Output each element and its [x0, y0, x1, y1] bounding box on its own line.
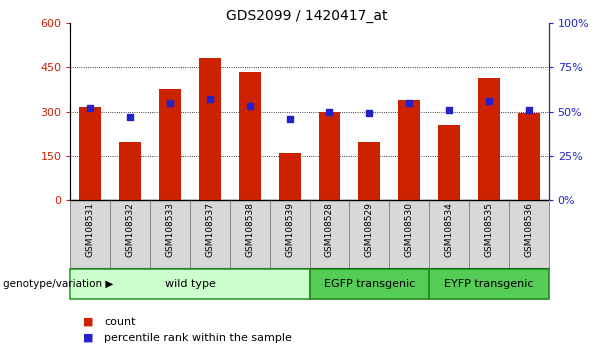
Text: GSM108534: GSM108534 — [444, 202, 454, 257]
Text: genotype/variation ▶: genotype/variation ▶ — [3, 279, 113, 289]
Text: ■: ■ — [83, 333, 93, 343]
Text: GSM108531: GSM108531 — [86, 202, 95, 257]
Point — [364, 110, 374, 116]
Text: GSM108536: GSM108536 — [524, 202, 533, 257]
Point — [444, 107, 454, 113]
Text: GSM108539: GSM108539 — [285, 202, 294, 257]
Point — [284, 116, 294, 121]
Bar — [80, 107, 101, 200]
Bar — [230, 200, 270, 269]
Bar — [279, 153, 300, 200]
Bar — [349, 200, 389, 269]
Point — [405, 100, 414, 105]
Point — [245, 103, 255, 109]
Bar — [150, 200, 190, 269]
Bar — [270, 200, 310, 269]
Text: GSM108538: GSM108538 — [245, 202, 254, 257]
Text: GSM108535: GSM108535 — [484, 202, 493, 257]
Bar — [509, 200, 549, 269]
Bar — [469, 200, 509, 269]
Text: GSM108530: GSM108530 — [405, 202, 414, 257]
Text: ■: ■ — [83, 317, 93, 327]
Text: EGFP transgenic: EGFP transgenic — [324, 279, 415, 289]
Bar — [70, 200, 110, 269]
Text: GDS2099 / 1420417_at: GDS2099 / 1420417_at — [226, 9, 387, 23]
Bar — [110, 200, 150, 269]
Bar — [429, 200, 469, 269]
Bar — [518, 113, 539, 200]
Point — [484, 98, 494, 104]
Bar — [159, 89, 181, 200]
Text: GSM108533: GSM108533 — [166, 202, 175, 257]
Bar — [429, 269, 549, 299]
Text: GSM108529: GSM108529 — [365, 202, 374, 257]
Bar — [190, 200, 230, 269]
Bar — [398, 100, 420, 200]
Point — [166, 100, 175, 105]
Point — [205, 96, 215, 102]
Text: percentile rank within the sample: percentile rank within the sample — [104, 333, 292, 343]
Bar — [438, 125, 460, 200]
Text: GSM108537: GSM108537 — [205, 202, 215, 257]
Bar — [359, 142, 380, 200]
Bar — [319, 112, 340, 200]
Bar — [199, 58, 221, 200]
Text: wild type: wild type — [165, 279, 215, 289]
Bar — [239, 72, 261, 200]
Bar — [120, 142, 141, 200]
Point — [524, 107, 533, 113]
Text: GSM108532: GSM108532 — [126, 202, 135, 257]
Point — [325, 109, 335, 114]
Text: count: count — [104, 317, 135, 327]
Bar — [478, 78, 500, 200]
Bar — [389, 200, 429, 269]
Text: EYFP transgenic: EYFP transgenic — [444, 279, 534, 289]
Text: GSM108528: GSM108528 — [325, 202, 334, 257]
Bar — [70, 269, 310, 299]
Point — [86, 105, 96, 111]
Bar — [310, 200, 349, 269]
Point — [125, 114, 135, 120]
Bar — [310, 269, 429, 299]
